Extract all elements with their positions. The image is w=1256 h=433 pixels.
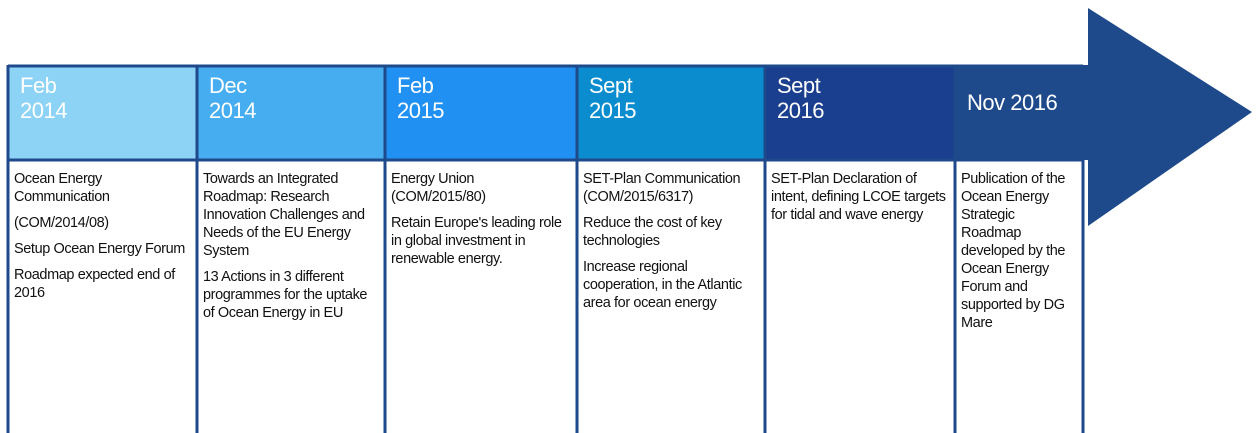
event-item: 13 Actions in 3 different programmes for… [203, 269, 368, 321]
event-item: Energy Union (COM/2015/80) [391, 171, 486, 205]
date-line: 2015 [397, 98, 444, 123]
event-item: Retain Europe's leading role in global i… [391, 215, 562, 267]
content-area [8, 160, 1083, 433]
event-item: Roadmap expected end of 2016 [14, 267, 175, 301]
event-item: (COM/2014/08) [14, 215, 109, 231]
event-item: Reduce the cost of key technologies [583, 215, 722, 249]
event-item: Ocean Energy Communication [14, 171, 110, 205]
event-item: Setup Ocean Energy Forum [14, 241, 185, 257]
date-line: Sept [589, 73, 633, 98]
date-band [197, 65, 385, 160]
date-line: 2015 [589, 98, 636, 123]
date-line: 2014 [20, 98, 67, 123]
date-band [765, 65, 955, 160]
date-label: Feb 2015 [385, 65, 577, 160]
date-label: Sept 2015 [577, 65, 765, 160]
date-label: Feb 2014 [8, 65, 197, 160]
date-band [955, 65, 1083, 160]
event-item: Increase regional cooperation, in the At… [583, 259, 742, 311]
date-line: Dec [209, 73, 247, 98]
date-line: Feb [397, 73, 434, 98]
date-band [577, 65, 765, 160]
event-text: Energy Union (COM/2015/80) Retain Europe'… [385, 160, 577, 433]
date-line: Nov 2016 [967, 90, 1058, 115]
event-item: Towards an Integrated Roadmap: Research … [203, 171, 365, 259]
date-label: Sept 2016 [765, 65, 955, 160]
event-text: Ocean Energy Communication (COM/2014/08) S… [8, 160, 197, 433]
date-label: Nov 2016 [955, 65, 1083, 160]
date-line: Sept [777, 73, 821, 98]
date-line: 2014 [209, 98, 256, 123]
event-item: SET-Plan Declaration of intent, defining… [771, 171, 946, 223]
event-item: Publication of the Ocean Energy Strategi… [961, 171, 1066, 331]
event-text: Towards an Integrated Roadmap: Research … [197, 160, 385, 433]
date-band [385, 65, 577, 160]
date-label: Dec 2014 [197, 65, 385, 160]
event-text: SET-Plan Communication (COM/2015/6317) Re… [577, 160, 765, 433]
event-item: SET-Plan Communication (COM/2015/6317) [583, 171, 741, 205]
date-line: Feb [20, 73, 57, 98]
date-band [8, 65, 197, 160]
date-line: 2016 [777, 98, 824, 123]
event-text: Publication of the Ocean Energy Strategi… [955, 160, 1083, 433]
event-text: SET-Plan Declaration of intent, defining… [765, 160, 955, 433]
